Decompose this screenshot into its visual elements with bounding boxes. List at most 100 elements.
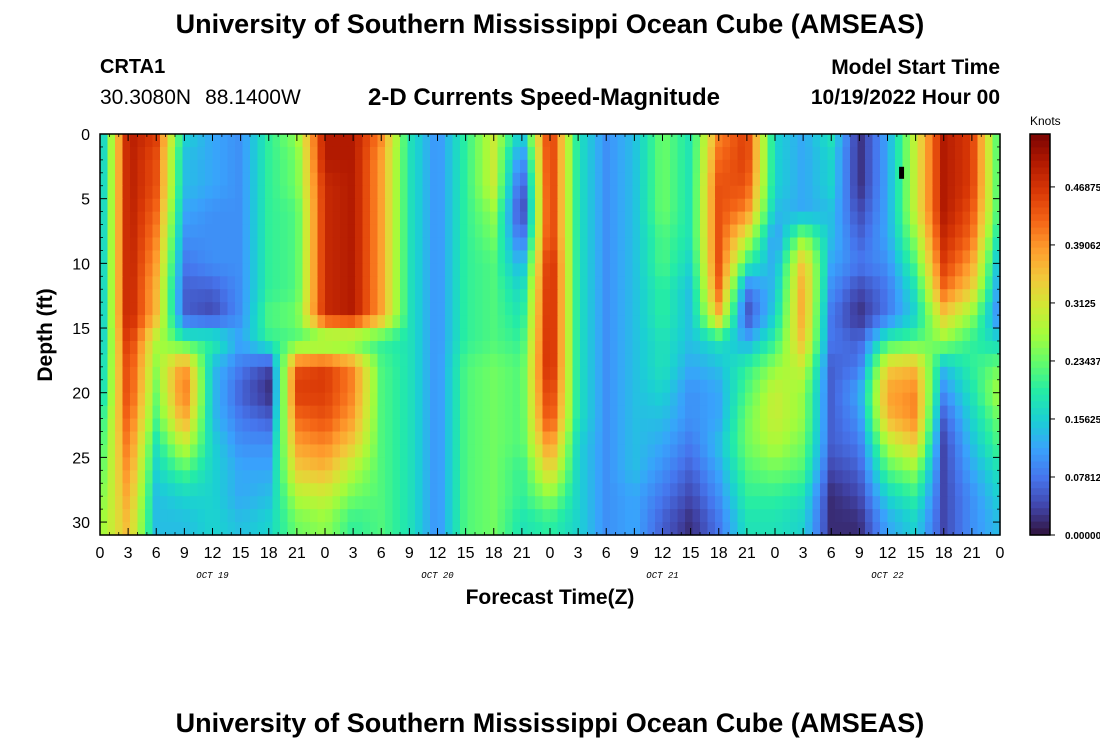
heatmap-cell [902,276,911,290]
heatmap-cell [842,405,851,420]
heatmap-cell [767,198,776,213]
heatmap-cell [565,444,574,458]
heatmap-cell [685,366,694,381]
heatmap-cell [212,250,221,264]
heatmap-cell [880,185,889,200]
heatmap-cell [182,159,191,174]
heatmap-cell [730,444,739,458]
heatmap-cell [197,431,206,446]
heatmap-cell [782,496,791,510]
heatmap-cell [932,302,941,316]
heatmap-cell [512,315,521,329]
heatmap-cell [377,470,386,484]
heatmap-cell [250,146,259,161]
heatmap-cell [122,405,131,420]
heatmap-cell [947,496,956,510]
x-tick-label: 0 [771,545,780,562]
heatmap-cell [737,250,746,264]
heatmap-cell [977,263,986,277]
heatmap-cell [992,431,1001,446]
heatmap-cell [295,198,304,213]
heatmap-cell [415,353,424,368]
heatmap-cell [535,289,544,303]
heatmap-cell [197,302,206,316]
heatmap-cell [745,418,754,433]
heatmap-cell [497,431,506,446]
heatmap-cell [452,353,461,368]
heatmap-cell [340,340,349,355]
heatmap-cell [235,366,244,381]
heatmap-cell [332,185,341,200]
heatmap-cell [887,315,896,329]
heatmap-cell [115,198,124,213]
heatmap-cell [872,172,881,187]
heatmap-cell [385,328,394,342]
heatmap-cell [302,379,311,394]
colorbar-swatch [1030,434,1050,443]
heatmap-cell [947,276,956,290]
heatmap-cell [925,353,934,368]
heatmap-cell [625,405,634,420]
heatmap-cell [857,134,866,148]
heatmap-cell [460,509,469,523]
heatmap-cell [730,509,739,523]
heatmap-cell [977,418,986,433]
heatmap-cell [910,509,919,523]
heatmap-cell [272,172,281,187]
heatmap-cell [257,276,266,290]
heatmap-cell [220,134,229,148]
heatmap-cell [377,198,386,213]
heatmap-cell [782,250,791,264]
heatmap-cell [295,444,304,458]
heatmap-cell [347,185,356,200]
heatmap-cell [677,237,686,252]
heatmap-cell [790,431,799,446]
heatmap-cell [497,146,506,161]
heatmap-cell [400,340,409,355]
heatmap-cell [257,496,266,510]
heatmap-cell [100,328,109,342]
heatmap-cell [340,405,349,420]
heatmap-cell [797,146,806,161]
heatmap-cell [115,237,124,252]
heatmap-cell [895,392,904,407]
heatmap-cell [325,509,334,523]
heatmap-cell [295,353,304,368]
heatmap-cell [415,366,424,381]
heatmap-cell [220,276,229,290]
heatmap-cell [977,250,986,264]
heatmap-cell [632,250,641,264]
heatmap-cell [115,457,124,471]
heatmap-cell [962,392,971,407]
heatmap-cell [910,276,919,290]
heatmap-cell [805,483,814,497]
heatmap-cell [542,159,551,174]
heatmap-cell [812,340,821,355]
heatmap-cell [662,315,671,329]
heatmap-cell [347,328,356,342]
heatmap-cell [677,172,686,187]
colorbar-swatch [1030,254,1050,262]
heatmap-cell [302,250,311,264]
heatmap-cell [137,366,146,381]
heatmap-cell [347,509,356,523]
heatmap-cell [985,224,994,239]
heatmap-cell [392,134,401,148]
heatmap-cell [227,483,236,497]
heatmap-cell [220,340,229,355]
heatmap-cell [482,418,491,433]
heatmap-cell [227,289,236,303]
heatmap-cell [220,353,229,368]
heatmap-cell [535,496,544,510]
heatmap-cell [880,237,889,252]
colorbar-swatch [1030,347,1050,356]
heatmap-cell [467,302,476,316]
heatmap-cell [280,457,289,471]
heatmap-cell [595,276,604,290]
heatmap-cell [302,134,311,148]
heatmap-cell [610,237,619,252]
heatmap-cell [820,418,829,433]
heatmap-cell [730,134,739,148]
heatmap-cell [542,392,551,407]
heatmap-cell [797,379,806,394]
